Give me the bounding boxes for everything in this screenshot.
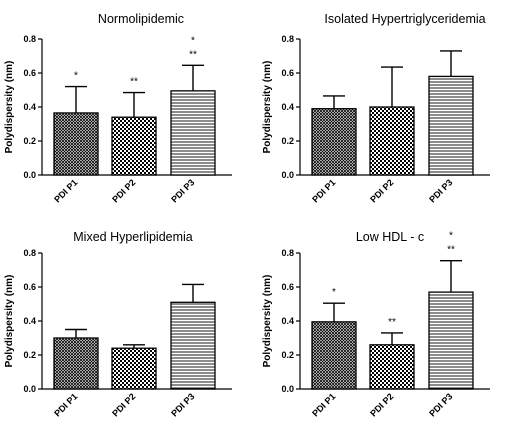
error-bar xyxy=(123,344,145,349)
significance-marker: * xyxy=(449,231,453,242)
y-tick-label: 0.2 xyxy=(281,350,294,360)
x-tick-label: PDI P2 xyxy=(110,391,137,418)
y-tick-label: 0.2 xyxy=(23,136,36,146)
y-tick-label: 0.0 xyxy=(281,384,294,394)
chart-title: Mixed Hyperlipidemia xyxy=(73,230,193,244)
x-tick-label: PDI P1 xyxy=(52,177,79,204)
y-axis-label: Polydispersity (nm) xyxy=(4,61,15,154)
y-axis-label: Polydispersity (nm) xyxy=(262,275,273,368)
y-tick-label: 0.4 xyxy=(281,316,294,326)
bar xyxy=(311,108,357,176)
bar xyxy=(369,344,415,390)
y-tick-label: 0.6 xyxy=(281,68,294,78)
x-tick-label: PDI P1 xyxy=(52,391,79,418)
x-tick-label: PDI P1 xyxy=(310,177,337,204)
bar xyxy=(111,116,157,176)
y-axis-label: Polydispersity (nm) xyxy=(262,61,273,154)
bar xyxy=(53,112,99,176)
y-tick-label: 0.6 xyxy=(23,282,36,292)
y-tick-label: 0.0 xyxy=(23,384,36,394)
error-bar xyxy=(123,91,145,118)
chart-panel: Low HDL - c Polydispersity (nm) 0.0 0.2 0.4 0… xyxy=(262,230,490,419)
bar xyxy=(428,291,474,390)
chart-title: Isolated Hypertriglyceridemia xyxy=(324,12,485,26)
significance-marker: * xyxy=(332,287,336,298)
bar xyxy=(170,90,216,176)
significance-marker: ** xyxy=(189,49,197,60)
y-tick-label: 0.8 xyxy=(23,34,36,44)
error-bar xyxy=(381,66,403,107)
error-bar xyxy=(65,85,87,113)
x-tick-label: PDI P2 xyxy=(368,177,395,204)
error-bar xyxy=(65,328,87,338)
y-tick-label: 0.0 xyxy=(281,170,294,180)
chart-panel: Mixed Hyperlipidemia Polydispersity (nm) 0… xyxy=(4,230,232,419)
error-bar xyxy=(182,283,204,303)
y-tick-label: 0.8 xyxy=(281,34,294,44)
y-tick-label: 0.8 xyxy=(23,248,36,258)
y-tick-label: 0.6 xyxy=(23,68,36,78)
error-bar xyxy=(440,50,462,77)
y-tick-label: 0.0 xyxy=(23,170,36,180)
x-tick-label: PDI P2 xyxy=(110,177,137,204)
y-tick-label: 0.4 xyxy=(281,102,294,112)
y-tick-label: 0.6 xyxy=(281,282,294,292)
x-tick-label: PDI P1 xyxy=(310,391,337,418)
y-tick-label: 0.4 xyxy=(23,102,36,112)
bar xyxy=(53,337,99,390)
error-bar xyxy=(440,259,462,293)
bar xyxy=(170,301,216,390)
bar xyxy=(311,321,357,390)
significance-marker: * xyxy=(74,71,78,82)
x-tick-label: PDI P3 xyxy=(169,177,196,204)
error-bar xyxy=(323,95,345,109)
bar xyxy=(111,347,157,390)
bar xyxy=(369,106,415,176)
error-bar xyxy=(323,302,345,322)
chart-title: Low HDL - c xyxy=(356,230,424,244)
bar xyxy=(428,75,474,176)
x-tick-label: PDI P2 xyxy=(368,391,395,418)
y-axis-label: Polydispersity (nm) xyxy=(4,275,15,368)
y-tick-label: 0.2 xyxy=(23,350,36,360)
chart-title: Normolipidemic xyxy=(98,12,184,26)
y-tick-label: 0.8 xyxy=(281,248,294,258)
y-tick-label: 0.4 xyxy=(23,316,36,326)
significance-marker: ** xyxy=(130,77,138,88)
significance-marker: * xyxy=(191,35,195,46)
chart-panel: Isolated Hypertriglyceridemia Polydispers… xyxy=(262,12,490,205)
error-bar xyxy=(182,64,204,91)
chart-panel: Normolipidemic Polydispersity (nm) 0.0 0.2 0… xyxy=(4,12,232,205)
y-tick-label: 0.2 xyxy=(281,136,294,146)
significance-marker: ** xyxy=(447,245,455,256)
error-bar xyxy=(381,332,403,345)
x-tick-label: PDI P3 xyxy=(427,177,454,204)
x-tick-label: PDI P3 xyxy=(169,391,196,418)
significance-marker: ** xyxy=(388,317,396,328)
x-tick-label: PDI P3 xyxy=(427,391,454,418)
